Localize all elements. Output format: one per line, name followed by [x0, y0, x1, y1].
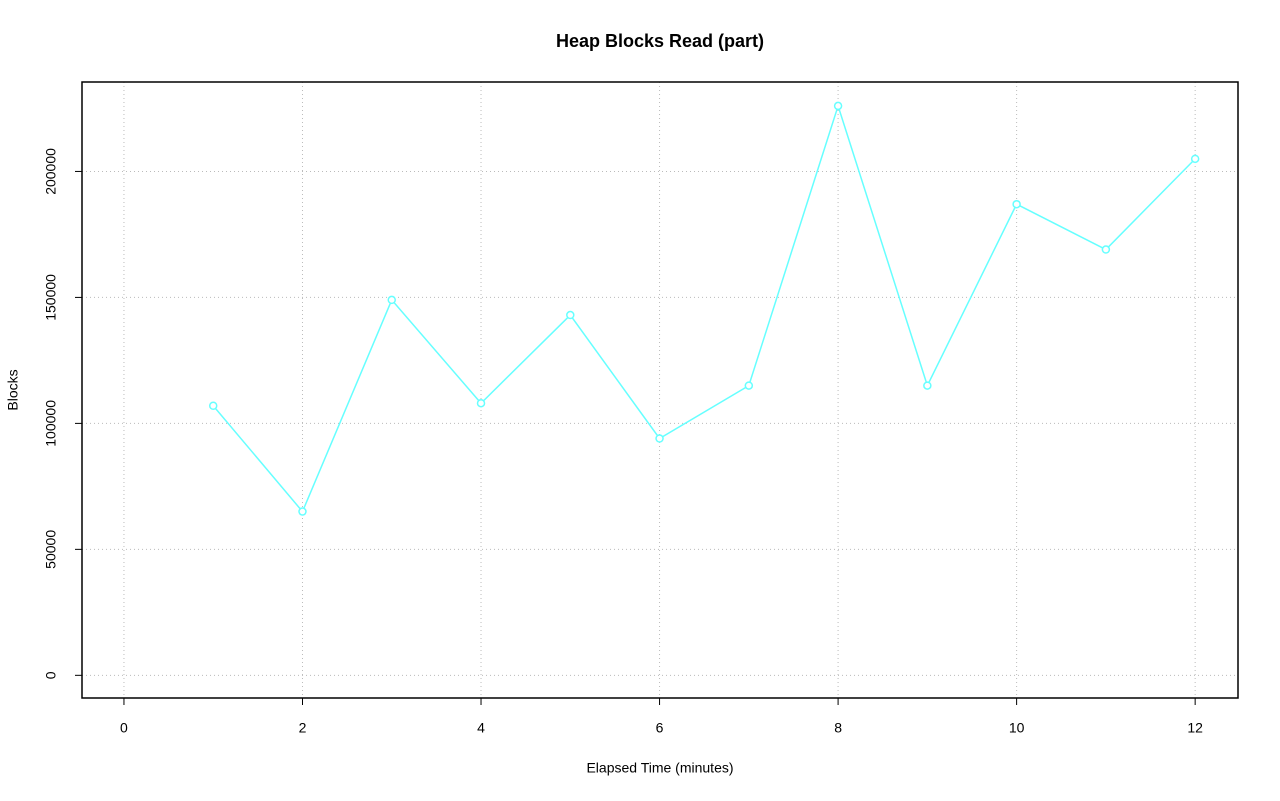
- series-line: [212, 103, 1196, 513]
- x-tick-label: 12: [1187, 720, 1203, 736]
- x-axis-title: Elapsed Time (minutes): [586, 760, 733, 776]
- point: [833, 101, 843, 111]
- x-tick-label: 10: [1009, 720, 1025, 736]
- y-tick-label: 150000: [43, 274, 59, 321]
- y-tick-label: 50000: [43, 530, 59, 569]
- point: [476, 398, 486, 408]
- point: [208, 401, 218, 410]
- x-tick-label: 4: [477, 720, 485, 736]
- y-axis-title: Blocks: [5, 369, 21, 410]
- point: [1190, 154, 1200, 164]
- y-tick-label: 100000: [43, 400, 59, 447]
- y-tick-label: 200000: [43, 148, 59, 195]
- x-tick-label: 2: [299, 720, 307, 736]
- chart-title: Heap Blocks Read (part): [556, 31, 764, 51]
- point: [655, 434, 664, 443]
- point: [566, 310, 575, 320]
- point: [298, 507, 307, 516]
- point: [923, 381, 932, 390]
- plot-frame: [81, 81, 1239, 699]
- point: [387, 295, 397, 305]
- point: [1012, 199, 1021, 209]
- x-tick-label: 6: [656, 720, 664, 736]
- x-tick-label: 8: [834, 720, 842, 736]
- point: [744, 381, 754, 390]
- x-tick-label: 0: [120, 720, 128, 736]
- y-tick-label: 0: [43, 671, 59, 679]
- point: [1101, 245, 1111, 254]
